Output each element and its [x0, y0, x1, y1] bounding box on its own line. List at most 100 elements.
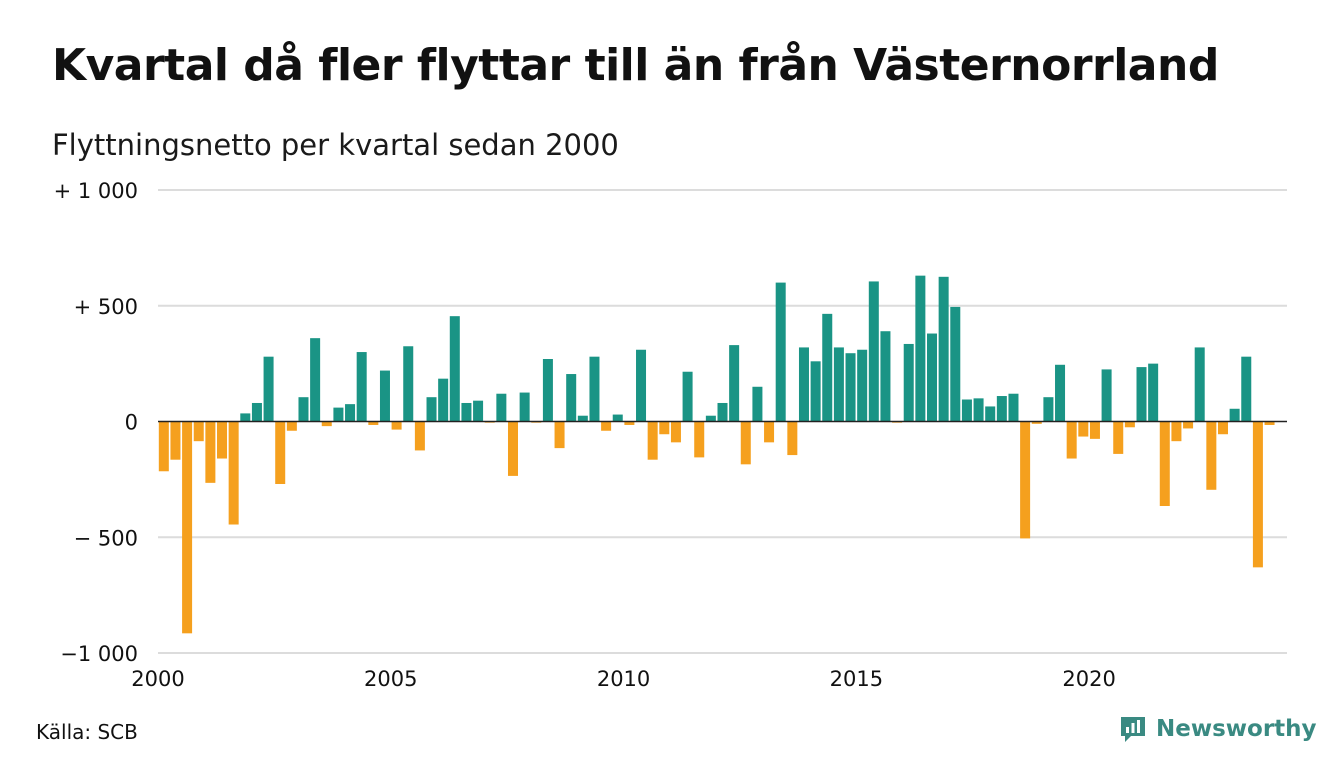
bar [752, 386, 763, 422]
bar [1183, 421, 1194, 429]
bar [682, 371, 693, 422]
bar [1066, 421, 1077, 459]
bar [286, 421, 297, 431]
bar [764, 421, 775, 443]
x-tick-label: 2000 [131, 667, 184, 691]
bar [601, 421, 612, 431]
bar [473, 400, 484, 422]
bar [1252, 421, 1263, 568]
bar [193, 421, 204, 442]
bar [1008, 393, 1019, 422]
bar [368, 421, 379, 425]
grid-lines [158, 189, 1287, 654]
bar [310, 338, 321, 422]
bar [1020, 421, 1031, 539]
source-note: Källa: SCB [36, 720, 138, 744]
bar [507, 421, 518, 476]
bar [1043, 397, 1054, 422]
bar [787, 421, 798, 456]
bar [298, 397, 309, 422]
y-tick-label: + 1 000 [54, 179, 138, 203]
bar [158, 421, 169, 472]
y-tick-label: + 500 [74, 295, 138, 319]
brand-logo[interactable]: Newsworthy [1118, 714, 1317, 744]
bar [1078, 421, 1089, 437]
bar [426, 397, 437, 422]
bar [1124, 421, 1135, 428]
bar [1113, 421, 1124, 454]
bar [857, 349, 868, 422]
bar [659, 421, 670, 435]
bar [1206, 421, 1217, 490]
bar [798, 347, 809, 422]
y-tick-label: −1 000 [60, 642, 138, 666]
bar [1229, 408, 1240, 422]
x-tick-label: 2010 [597, 667, 650, 691]
bar [1159, 421, 1170, 506]
bar [205, 421, 216, 483]
bar [1171, 421, 1182, 442]
bar [1217, 421, 1228, 435]
bar [915, 275, 926, 422]
bar [403, 346, 414, 422]
bar [985, 406, 996, 422]
bar [240, 413, 251, 422]
bar [275, 421, 286, 484]
newsworthy-logo-icon [1121, 717, 1145, 742]
bar [624, 421, 635, 425]
x-tick-label: 2020 [1062, 667, 1115, 691]
bar [612, 414, 623, 422]
bar [694, 421, 705, 458]
bar [636, 349, 647, 422]
bar [996, 396, 1007, 422]
bar [345, 404, 356, 422]
bar [321, 421, 332, 427]
bar [263, 356, 274, 422]
bar [356, 352, 367, 422]
chart-title: Kvartal då fler flyttar till än från Väs… [52, 40, 1219, 91]
bar [1089, 421, 1100, 439]
chart-subtitle: Flyttningsnetto per kvartal sedan 2000 [52, 128, 619, 162]
bar [950, 306, 961, 422]
bar [1148, 363, 1159, 422]
bar [379, 370, 390, 422]
x-tick-label: 2005 [364, 667, 417, 691]
bar [391, 421, 402, 430]
bar [845, 353, 856, 422]
y-tick-label: 0 [125, 411, 138, 435]
bar [449, 316, 460, 422]
bar [822, 313, 833, 422]
bar [333, 407, 344, 422]
bar [566, 374, 577, 422]
bar [461, 402, 472, 422]
bar [1101, 369, 1112, 422]
bar [542, 359, 553, 422]
bar [519, 392, 530, 422]
bar [251, 402, 262, 422]
bar [170, 421, 181, 460]
bar [1055, 364, 1066, 422]
bar [670, 421, 681, 443]
bar [1241, 356, 1252, 422]
bar [577, 415, 588, 422]
bar [775, 282, 786, 422]
bar [717, 402, 728, 422]
bar [554, 421, 565, 449]
bar [705, 415, 716, 422]
bar [182, 421, 193, 634]
bar [938, 276, 949, 422]
bar [729, 345, 740, 422]
bar [647, 421, 658, 460]
bar [833, 347, 844, 422]
bar [903, 343, 914, 422]
brand-name: Newsworthy [1156, 716, 1317, 742]
bars [158, 275, 1275, 634]
bar [589, 356, 600, 422]
bar [1136, 367, 1147, 422]
bar [740, 421, 751, 465]
bar [810, 361, 821, 422]
bar [1264, 421, 1275, 425]
y-tick-label: − 500 [74, 526, 138, 550]
